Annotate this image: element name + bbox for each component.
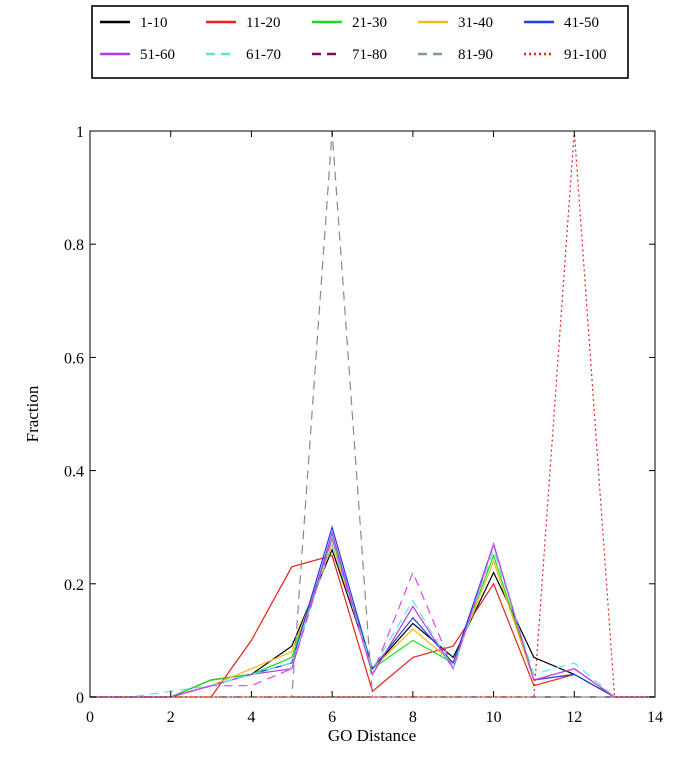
legend-label: 91-100 bbox=[564, 47, 607, 63]
y-tick-label: 0 bbox=[76, 690, 84, 707]
y-tick-label: 0.8 bbox=[64, 237, 84, 254]
x-axis-title: GO Distance bbox=[328, 726, 416, 745]
y-tick-label: 0.2 bbox=[64, 577, 84, 594]
x-tick-label: 8 bbox=[409, 709, 417, 726]
series-line-41-50 bbox=[90, 525, 655, 698]
y-tick-label: 1 bbox=[76, 124, 84, 141]
y-tick-label: 0.4 bbox=[64, 464, 84, 481]
legend-frame bbox=[91, 5, 629, 79]
series-layer bbox=[90, 130, 655, 698]
legend: 1-10 11-20 21-30 31-40 41-50 51-60 61-70 71-80 8… bbox=[91, 5, 629, 79]
x-tick-label: 6 bbox=[328, 709, 336, 726]
x-tick-label: 0 bbox=[86, 709, 94, 726]
x-tick-label: 4 bbox=[247, 709, 255, 726]
x-tick-label: 12 bbox=[566, 709, 582, 726]
series-line-71-80 bbox=[90, 536, 655, 698]
legend-label: 61-70 bbox=[246, 47, 281, 63]
series-line-61-70 bbox=[90, 542, 655, 698]
legend-label: 41-50 bbox=[564, 15, 599, 31]
x-tick-label: 14 bbox=[647, 709, 663, 726]
legend-label: 51-60 bbox=[140, 47, 175, 63]
plot-frame bbox=[89, 130, 656, 698]
legend-label: 71-80 bbox=[352, 47, 387, 63]
legend-label: 21-30 bbox=[352, 15, 387, 31]
legend-label: 1-10 bbox=[140, 15, 168, 31]
y-tick-label: 0.6 bbox=[64, 350, 84, 367]
y-axis-title: Fraction bbox=[23, 385, 42, 442]
legend-label: 31-40 bbox=[458, 15, 493, 31]
legend-label: 81-90 bbox=[458, 47, 493, 63]
series-line-81-90 bbox=[90, 130, 655, 698]
x-tick-label: 2 bbox=[167, 709, 175, 726]
legend-label: 11-20 bbox=[246, 15, 280, 31]
tick-layer: 0 2 4 6 8 10 12 14 0 0.2 0.4 0.6 0.8 1 bbox=[64, 124, 663, 726]
series-line-91-100 bbox=[90, 130, 655, 698]
plot-area bbox=[89, 130, 656, 698]
x-tick-label: 10 bbox=[486, 709, 502, 726]
